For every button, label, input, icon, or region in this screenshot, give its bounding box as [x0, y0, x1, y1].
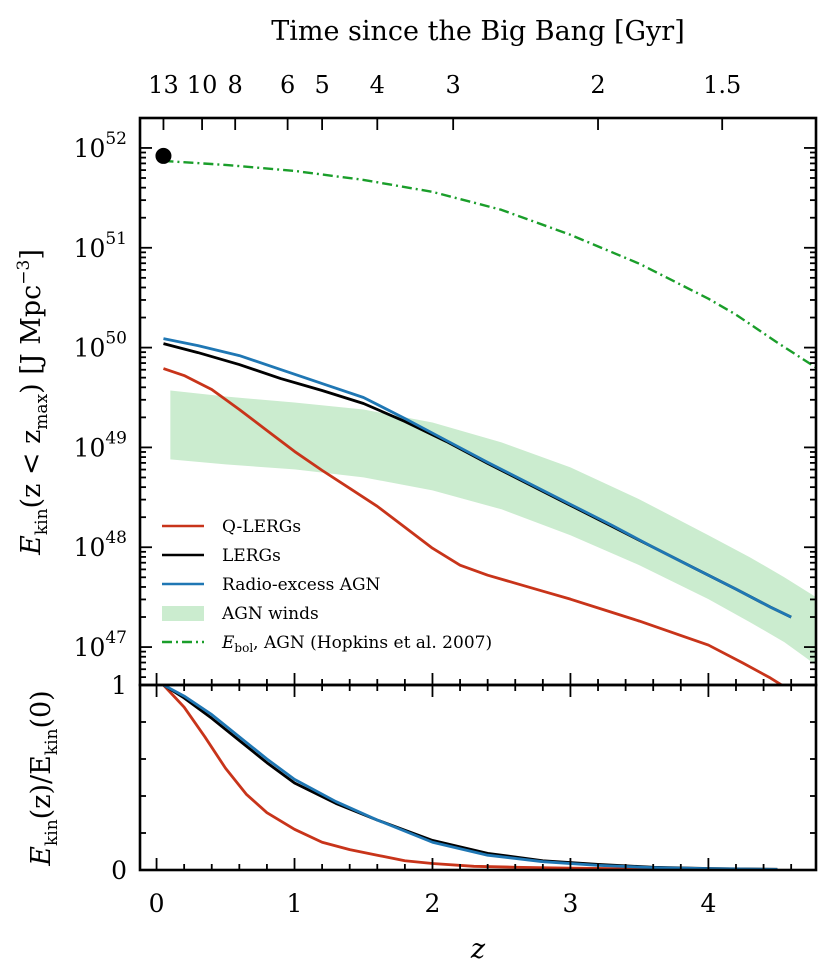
legend-label-radio-excess-agn: Radio-excess AGN [222, 575, 381, 595]
series-q-lergs [163, 367, 785, 685]
series-e-bol-agn-hopkins-et-al-2007 [163, 159, 816, 369]
x-tick-label: 2 [425, 889, 441, 918]
top-tick-label: 2 [590, 71, 605, 99]
ratio-tick-label: 1 [111, 671, 127, 700]
agn-winds-band-layer [170, 390, 816, 666]
top-axis-title: Time since the Big Bang [Gyr] [271, 16, 685, 47]
top-tick-label: 6 [280, 71, 295, 99]
top-tick-label: 1.5 [703, 71, 741, 99]
legend-label-ebol: Ebol, AGN (Hopkins et al. 2007) [221, 633, 492, 655]
lower-y-axis-label: Ekin(z)/Ekin(0) [26, 690, 62, 866]
legend: Q-LERGs LERGs Radio-excess AGN AGN winds… [162, 517, 492, 655]
x-tick-label: 1 [287, 889, 303, 918]
y-tick-label: 1052 [74, 129, 127, 163]
x-tick-label: 3 [562, 889, 578, 918]
ratio-radio-excess-agn [162, 685, 778, 870]
top-tick-label: 5 [314, 71, 329, 99]
upper-y-axis-label: Ekin(z < zmax) [J Mpc−3] [14, 249, 52, 556]
series-radio-excess-agn [163, 337, 792, 619]
upper-series-layer [155, 147, 816, 685]
tick-labels-layer: 0 1 2 3 413 10 8 6 5 4 3 2 1.51047104810491050105110… [74, 71, 742, 918]
ratio-tick-label: 0 [111, 856, 127, 885]
y-tick-base: 10 [74, 334, 106, 363]
top-tick-label: 3 [446, 71, 461, 99]
top-tick-label: 13 [148, 71, 179, 99]
ratio-lergs [162, 685, 778, 870]
top-tick-label: 8 [228, 71, 243, 99]
y-tick-label: 1050 [74, 329, 127, 363]
x-tick-label: 0 [149, 889, 165, 918]
y-tick-base: 10 [74, 134, 106, 163]
legend-label-agn-winds: AGN winds [221, 604, 319, 624]
y-tick-exponent: 52 [105, 129, 127, 149]
y-tick-exponent: 49 [105, 428, 127, 448]
y-tick-exponent: 51 [105, 229, 127, 249]
legend-label-lergs: LERGs [222, 546, 281, 566]
top-tick-label: 4 [370, 71, 385, 99]
y-tick-label: 1051 [74, 229, 127, 263]
ratio-q-lergs [162, 685, 778, 870]
y-tick-base: 10 [74, 533, 106, 562]
x-tick-label: 4 [700, 889, 716, 918]
marker-point [155, 147, 172, 164]
x-axis-label: z [470, 934, 486, 965]
y-tick-exponent: 48 [105, 528, 127, 548]
y-tick-label: 1049 [74, 428, 127, 462]
y-tick-base: 10 [74, 433, 106, 462]
legend-label-q-lergs: Q-LERGs [222, 517, 301, 537]
band-agn-winds [170, 390, 816, 666]
y-tick-label: 1048 [74, 528, 127, 562]
top-tick-label: 10 [187, 71, 218, 99]
y-tick-exponent: 50 [105, 329, 127, 349]
legend-swatch-agn-winds [162, 606, 204, 621]
lower-series-layer [162, 685, 778, 870]
y-tick-exponent: 47 [105, 628, 127, 648]
lower-panel-frame [138, 683, 818, 872]
y-tick-base: 10 [74, 234, 106, 263]
y-tick-label: 1047 [74, 628, 127, 662]
y-tick-base: 10 [74, 633, 106, 662]
